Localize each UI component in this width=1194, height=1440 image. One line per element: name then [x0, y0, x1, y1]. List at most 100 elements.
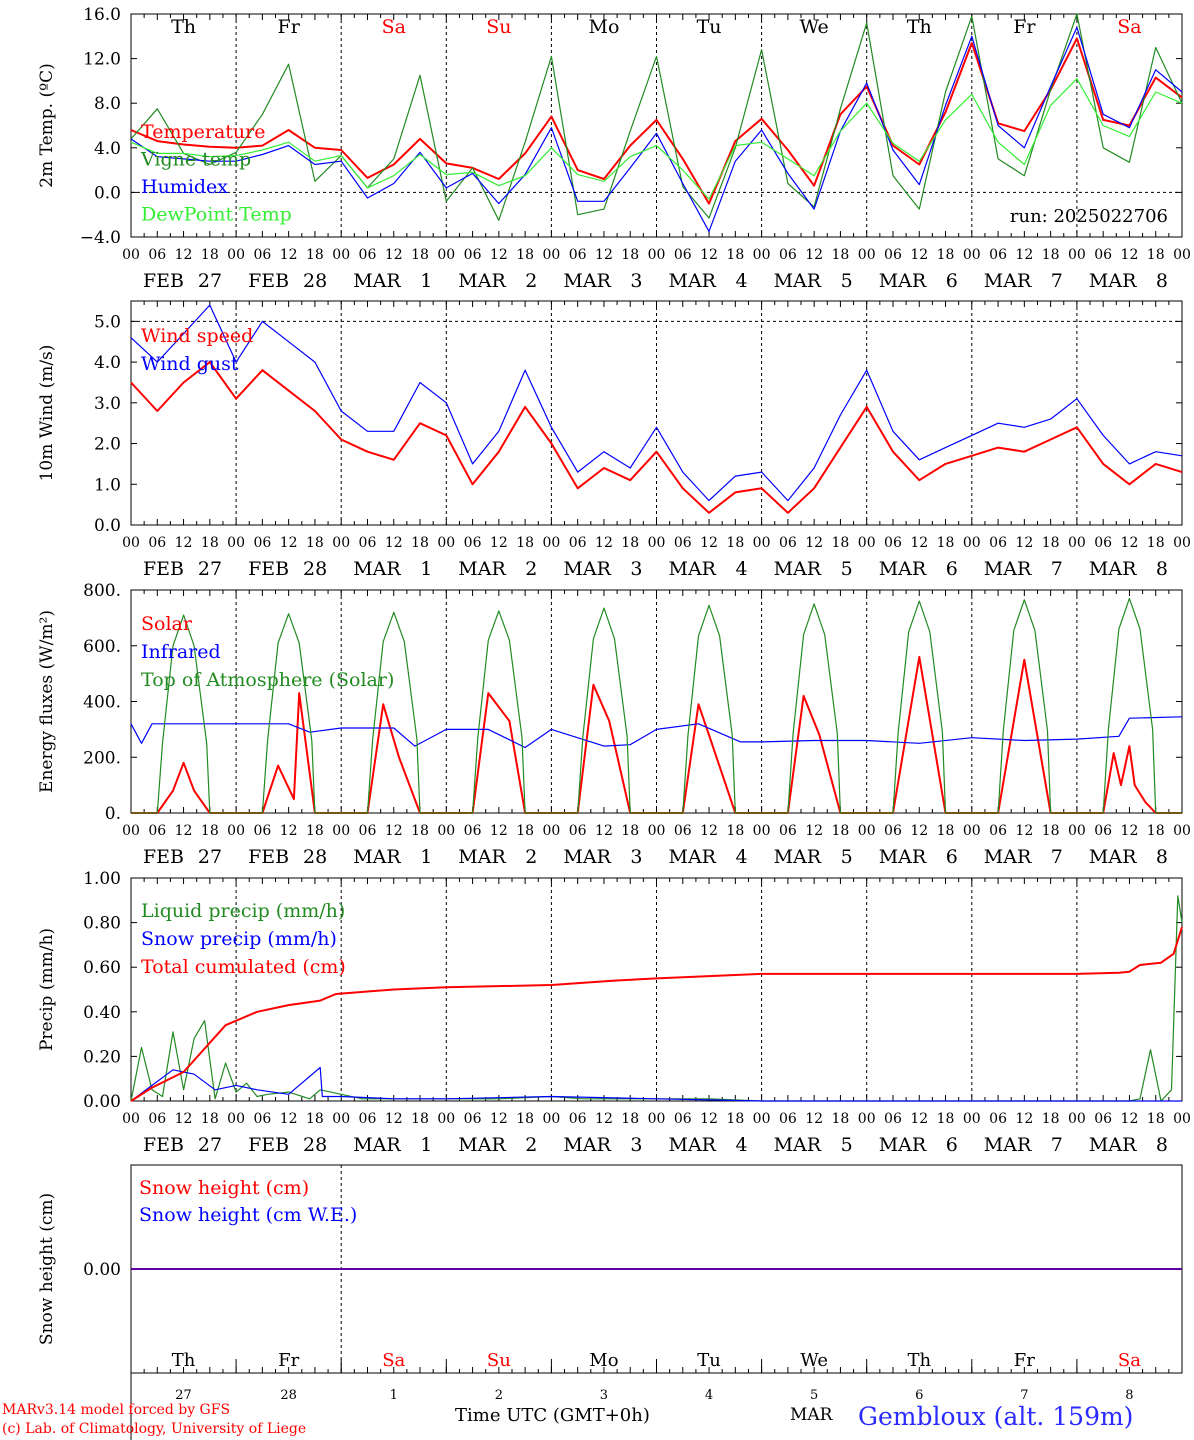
- date-label-month: MAR: [353, 846, 401, 868]
- hour-tick-label: 18: [201, 1111, 219, 1127]
- hour-tick-label: 12: [700, 1111, 718, 1127]
- date-label-month: MAR: [879, 846, 927, 868]
- day-of-week-label: Fr: [278, 16, 301, 38]
- hour-tick-label: 18: [1147, 247, 1165, 263]
- date-label-day: 6: [946, 270, 958, 292]
- hour-tick-label: 12: [490, 247, 508, 263]
- hour-tick-label: 12: [1121, 535, 1139, 551]
- hour-tick-label: 06: [253, 823, 271, 839]
- legend-entry: Infrared: [141, 641, 221, 663]
- day-number-label: 1: [390, 1388, 398, 1403]
- date-label-day: 3: [630, 846, 642, 868]
- date-label-day: 2: [525, 270, 537, 292]
- hour-tick-label: 00: [227, 823, 245, 839]
- plot-frame: [130, 300, 1183, 526]
- y-tick-label: 12.0: [83, 50, 121, 70]
- hour-tick-label: 00: [963, 247, 981, 263]
- series-line-wind-speed: [130, 361, 1183, 514]
- date-label-month: MAR: [879, 270, 927, 292]
- hour-tick-label: 06: [148, 823, 166, 839]
- y-tick-label: 0.00: [83, 1092, 121, 1112]
- date-label-month: MAR: [984, 1134, 1032, 1156]
- date-label-month: MAR: [563, 846, 611, 868]
- hour-tick-label: 00: [227, 1111, 245, 1127]
- hour-tick-label: 18: [832, 1111, 850, 1127]
- y-tick-label: 400.: [83, 693, 121, 713]
- hour-tick-label: 00: [542, 1111, 560, 1127]
- date-label-day: 28: [303, 846, 327, 868]
- hour-tick-label: 06: [674, 823, 692, 839]
- y-tick-label: 3.0: [94, 394, 121, 414]
- hour-tick-label: 06: [989, 247, 1007, 263]
- hour-tick-label: 12: [595, 1111, 613, 1127]
- hour-tick-label: 18: [306, 247, 324, 263]
- y-tick-label: 0.0: [94, 516, 121, 536]
- run-annotation: run: 2025022706: [1010, 206, 1168, 227]
- hour-tick-label: 12: [700, 823, 718, 839]
- hour-tick-label: 06: [359, 1111, 377, 1127]
- hour-tick-label: 06: [779, 1111, 797, 1127]
- hour-tick-label: 06: [1094, 535, 1112, 551]
- station-title: Gembloux (alt. 159m): [858, 1402, 1134, 1431]
- day-of-week-label: Th: [172, 1350, 196, 1371]
- hour-tick-label: 18: [726, 535, 744, 551]
- hour-tick-label: 18: [621, 535, 639, 551]
- hour-tick-label: 06: [464, 1111, 482, 1127]
- hour-tick-label: 06: [569, 1111, 587, 1127]
- date-label-day: 5: [841, 558, 853, 580]
- date-label-day: 5: [841, 846, 853, 868]
- hour-tick-label: 06: [884, 247, 902, 263]
- hour-tick-label: 00: [227, 535, 245, 551]
- hour-tick-label: 12: [805, 823, 823, 839]
- hour-tick-label: 18: [516, 535, 534, 551]
- date-label-day: 5: [841, 270, 853, 292]
- date-label-day: 7: [1051, 270, 1063, 292]
- date-label-day: 6: [946, 1134, 958, 1156]
- date-label-month: MAR: [563, 558, 611, 580]
- series-line-total-cumulated-cm-: [130, 926, 1183, 1102]
- date-label-month: MAR: [984, 846, 1032, 868]
- date-label-day: 7: [1051, 1134, 1063, 1156]
- hour-tick-label: 12: [175, 823, 193, 839]
- day-of-week-label: Fr: [278, 1350, 299, 1371]
- y-tick-label: 4.0: [94, 353, 121, 373]
- date-label-month: MAR: [1089, 1134, 1137, 1156]
- date-label-month: MAR: [774, 270, 822, 292]
- plot-frame: [130, 589, 1183, 814]
- date-label-month: MAR: [1089, 846, 1137, 868]
- hour-tick-label: 18: [411, 535, 429, 551]
- hour-tick-label: 18: [621, 1111, 639, 1127]
- hour-tick-label: 06: [884, 535, 902, 551]
- hour-tick-label: 06: [674, 1111, 692, 1127]
- date-label-day: 2: [525, 558, 537, 580]
- day-of-week-label: Th: [907, 16, 932, 38]
- date-label-day: 27: [198, 270, 222, 292]
- day-of-week-label: We: [800, 16, 829, 38]
- hour-tick-label: 06: [464, 247, 482, 263]
- hour-tick-label: 00: [122, 823, 140, 839]
- legend-entry: Snow height (cm W.E.): [139, 1204, 357, 1226]
- hour-tick-label: 12: [700, 247, 718, 263]
- hour-tick-label: 12: [385, 823, 403, 839]
- hour-tick-label: 18: [1042, 247, 1060, 263]
- day-of-week-label: Su: [486, 16, 511, 38]
- legend-entry: Top of Atmosphere (Solar): [141, 669, 394, 691]
- y-axis-label: Precip (mm/h): [37, 928, 57, 1051]
- hour-tick-label: 06: [148, 247, 166, 263]
- date-label-day: 1: [420, 270, 432, 292]
- hour-tick-label: 00: [122, 247, 140, 263]
- panel-wind: [130, 300, 1183, 526]
- day-of-week-label: Sa: [382, 16, 406, 38]
- legend-entry: Humidex: [141, 176, 228, 198]
- hour-tick-label: 12: [700, 535, 718, 551]
- hour-tick-label: 12: [805, 247, 823, 263]
- date-label-day: 3: [630, 270, 642, 292]
- hour-tick-label: 06: [779, 823, 797, 839]
- hour-tick-label: 00: [753, 247, 771, 263]
- day-of-week-label: Mo: [589, 1350, 618, 1371]
- date-label-month: MAR: [1089, 558, 1137, 580]
- hour-tick-label: 00: [753, 535, 771, 551]
- hour-tick-label: 06: [569, 535, 587, 551]
- hour-tick-label: 12: [1015, 823, 1033, 839]
- hour-tick-label: 00: [858, 1111, 876, 1127]
